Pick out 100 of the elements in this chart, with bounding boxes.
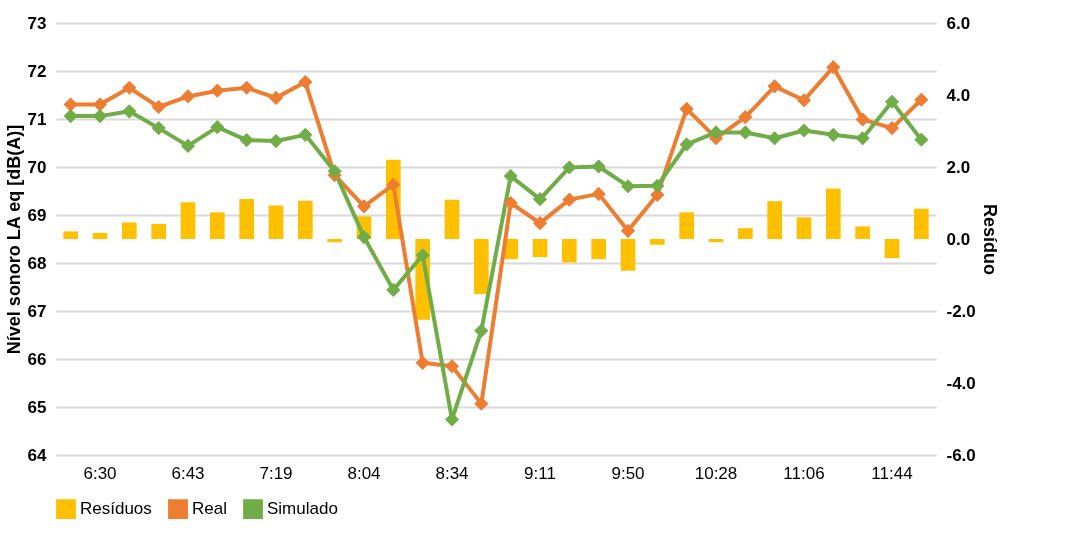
point (767, 79, 782, 94)
bar (679, 212, 694, 239)
y-tick-label: 71 (27, 109, 47, 129)
point (679, 101, 694, 116)
y2-axis-title: Resíduo (979, 203, 1000, 276)
point (210, 120, 225, 135)
bar (796, 217, 812, 239)
y2-tick-label: -6.0 (946, 445, 976, 465)
x-tick-label: 10:28 (694, 463, 738, 483)
point (620, 223, 636, 238)
point (239, 133, 254, 148)
point (180, 138, 196, 153)
y2-tick-label: 6.0 (946, 13, 971, 33)
bar (650, 239, 665, 245)
bar (180, 202, 196, 239)
point (796, 123, 812, 138)
bar (268, 205, 284, 239)
bar (532, 239, 548, 257)
point (239, 80, 254, 95)
bar (591, 239, 606, 260)
bar (122, 222, 137, 239)
point (738, 125, 753, 140)
bar (92, 232, 108, 239)
y2-tick-label: -2.0 (946, 301, 976, 321)
x-tick-label: 9:50 (611, 463, 645, 483)
point (914, 132, 929, 147)
point (708, 125, 724, 140)
point (796, 93, 812, 108)
y2-tick-label: 2.0 (946, 157, 971, 177)
point (503, 169, 518, 184)
point (503, 195, 518, 211)
bar (767, 201, 782, 239)
point (650, 178, 665, 193)
bar (562, 239, 577, 263)
point (415, 248, 430, 263)
point (63, 97, 78, 112)
point (884, 121, 900, 136)
bar (444, 199, 460, 239)
point (92, 97, 108, 112)
point (268, 134, 284, 149)
bar (884, 239, 900, 259)
bar (474, 239, 489, 295)
x-tick-label: 7:19 (259, 463, 293, 483)
y-tick-label: 73 (27, 13, 47, 33)
point (591, 186, 606, 201)
point (386, 177, 401, 192)
bar (298, 200, 313, 239)
y-tick-label: 67 (27, 301, 47, 321)
point (474, 323, 489, 338)
bar (620, 239, 636, 271)
point (826, 60, 841, 75)
point (620, 179, 636, 194)
point (532, 192, 548, 207)
point (298, 74, 313, 90)
x-tick-label: 9:11 (524, 463, 556, 483)
x-tick-label: 11:06 (783, 463, 825, 483)
bar (151, 223, 166, 239)
y-tick-label: 72 (27, 61, 47, 81)
bar (239, 199, 254, 239)
point (562, 160, 577, 175)
point (591, 159, 606, 174)
point (738, 110, 753, 125)
point (63, 109, 78, 124)
y-tick-label: 66 (27, 349, 47, 369)
point (826, 127, 841, 142)
x-tick-label: 6:30 (83, 463, 117, 483)
point (122, 80, 137, 95)
bar (63, 231, 78, 239)
bar (826, 188, 841, 239)
bar (327, 239, 342, 243)
legend-label: Real (192, 499, 227, 519)
point (562, 192, 577, 207)
bar (914, 208, 929, 239)
point (356, 230, 372, 245)
point (532, 216, 548, 231)
y-tick-label: 70 (27, 157, 47, 177)
point (210, 83, 225, 98)
legend-label: Simulado (267, 499, 338, 519)
point (679, 137, 694, 152)
point (122, 104, 137, 119)
y-tick-label: 69 (27, 205, 47, 225)
x-tick-label: 8:34 (435, 463, 469, 483)
point (151, 121, 166, 136)
point (767, 131, 782, 146)
point (884, 94, 900, 109)
y2-tick-label: 4.0 (946, 85, 971, 105)
point (268, 90, 284, 105)
x-tick-label: 11:44 (871, 463, 913, 483)
y2-tick-label: -4.0 (946, 373, 976, 393)
bar (738, 228, 753, 239)
y-axis-title: Nível sonoro LA eq [dB(A)] (3, 124, 24, 355)
point (298, 127, 313, 142)
point (855, 112, 870, 127)
x-tick-label: 8:04 (347, 463, 381, 483)
y-tick-label: 65 (27, 397, 47, 417)
y-tick-label: 64 (27, 445, 48, 465)
point (356, 199, 372, 214)
point (444, 359, 460, 374)
point (151, 99, 166, 115)
x-tick-label: 6:43 (171, 463, 205, 483)
